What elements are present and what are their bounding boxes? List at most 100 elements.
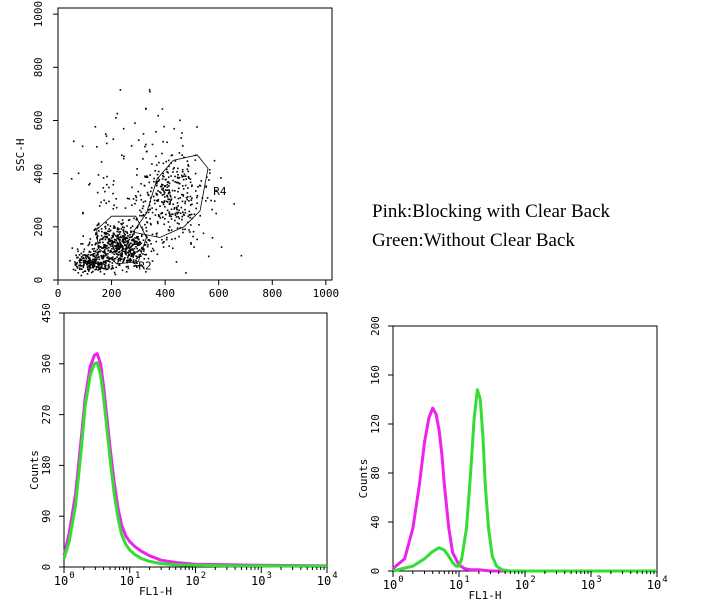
scatter-point [136, 266, 138, 269]
scatter-point [141, 207, 144, 210]
scatter-point [96, 256, 98, 258]
scatter-point [134, 202, 136, 205]
scatter-point [174, 212, 177, 215]
scatter-point [111, 248, 113, 250]
scatter-point [175, 261, 178, 263]
scatter-point [181, 176, 184, 178]
scatter-point [168, 190, 170, 192]
scatter-point [170, 199, 172, 201]
scatter-point [112, 232, 115, 234]
scatter-point [150, 190, 152, 193]
scatter-point [133, 252, 135, 254]
scatter-point [144, 244, 147, 246]
scatter-point [106, 232, 109, 235]
scatter-point [157, 198, 160, 201]
scatter-point [120, 243, 122, 245]
scatter-point [133, 217, 135, 220]
scatter-point [162, 172, 164, 175]
x-tick-exponent: 1 [135, 571, 140, 581]
scatter-point [125, 250, 127, 253]
scatter-point [87, 259, 90, 262]
scatter-point [155, 199, 158, 202]
scatter-point [196, 196, 198, 199]
scatter-point [113, 251, 115, 253]
scatter-point [186, 168, 189, 170]
scatter-point [95, 232, 97, 234]
scatter-point [117, 243, 119, 245]
scatter-point [135, 259, 137, 262]
scatter-point [206, 197, 209, 199]
scatter-point [92, 254, 94, 257]
scatter-point [96, 258, 98, 260]
scatter-point [124, 257, 126, 259]
scatter-point [130, 255, 132, 258]
scatter-point [149, 222, 152, 225]
scatter-point [89, 251, 92, 253]
scatter-point [169, 191, 171, 194]
scatter-point [108, 263, 110, 266]
scatter-point [146, 191, 149, 194]
scatter-point [105, 268, 107, 271]
scatter-point [69, 259, 71, 262]
scatter-point [93, 265, 95, 268]
legend-pink-text: Blocking with Clear Back [412, 201, 611, 222]
scatter-point [147, 257, 150, 260]
scatter-point [172, 171, 174, 173]
scatter-point [123, 155, 125, 158]
scatter-point [136, 257, 138, 259]
scatter-point [137, 139, 140, 141]
scatter-point [174, 237, 176, 240]
scatter-point [135, 218, 138, 221]
scatter-point [103, 244, 105, 246]
scatter-y-tick-label: 400 [32, 164, 45, 184]
scatter-point [185, 178, 187, 180]
scatter-point [166, 141, 168, 144]
scatter-point [89, 238, 92, 240]
scatter-point [139, 243, 141, 246]
scatter-point [109, 225, 112, 227]
scatter-point [93, 252, 96, 255]
scatter-point [127, 267, 130, 270]
histogram-left-series [62, 352, 328, 568]
scatter-point [101, 230, 103, 233]
scatter-point [177, 167, 179, 170]
scatter-point [95, 233, 97, 236]
scatter-point [162, 187, 164, 190]
scatter-point [136, 243, 138, 245]
scatter-point [186, 192, 189, 194]
scatter-point [220, 177, 222, 179]
scatter-point [188, 210, 191, 213]
scatter-point [105, 236, 107, 239]
scatter-point [132, 198, 135, 200]
scatter-point [171, 154, 174, 156]
y-tick-label: 200 [369, 316, 382, 336]
scatter-point [135, 199, 138, 202]
scatter-point [98, 242, 100, 244]
scatter-point [184, 228, 186, 231]
scatter-point [187, 176, 190, 178]
scatter-point [211, 208, 213, 211]
scatter-point [117, 221, 120, 223]
scatter-point [190, 243, 192, 245]
scatter-point [118, 245, 120, 248]
scatter-point [198, 224, 200, 226]
scatter-point [117, 237, 120, 239]
scatter-point [139, 241, 141, 243]
scatter-x-tick-label: 800 [262, 287, 282, 300]
scatter-point [116, 250, 118, 252]
scatter-point [119, 244, 122, 247]
scatter-point [76, 256, 79, 259]
scatter-point [125, 248, 128, 250]
scatter-point [184, 211, 187, 214]
scatter-point [103, 263, 106, 266]
scatter-point [164, 206, 166, 208]
scatter-point [193, 246, 195, 248]
scatter-point [107, 230, 109, 232]
scatter-point [193, 213, 196, 215]
scatter-point [101, 265, 103, 267]
scatter-point [123, 242, 125, 244]
scatter-point [97, 223, 100, 226]
scatter-point [119, 253, 121, 255]
scatter-point [111, 252, 114, 254]
